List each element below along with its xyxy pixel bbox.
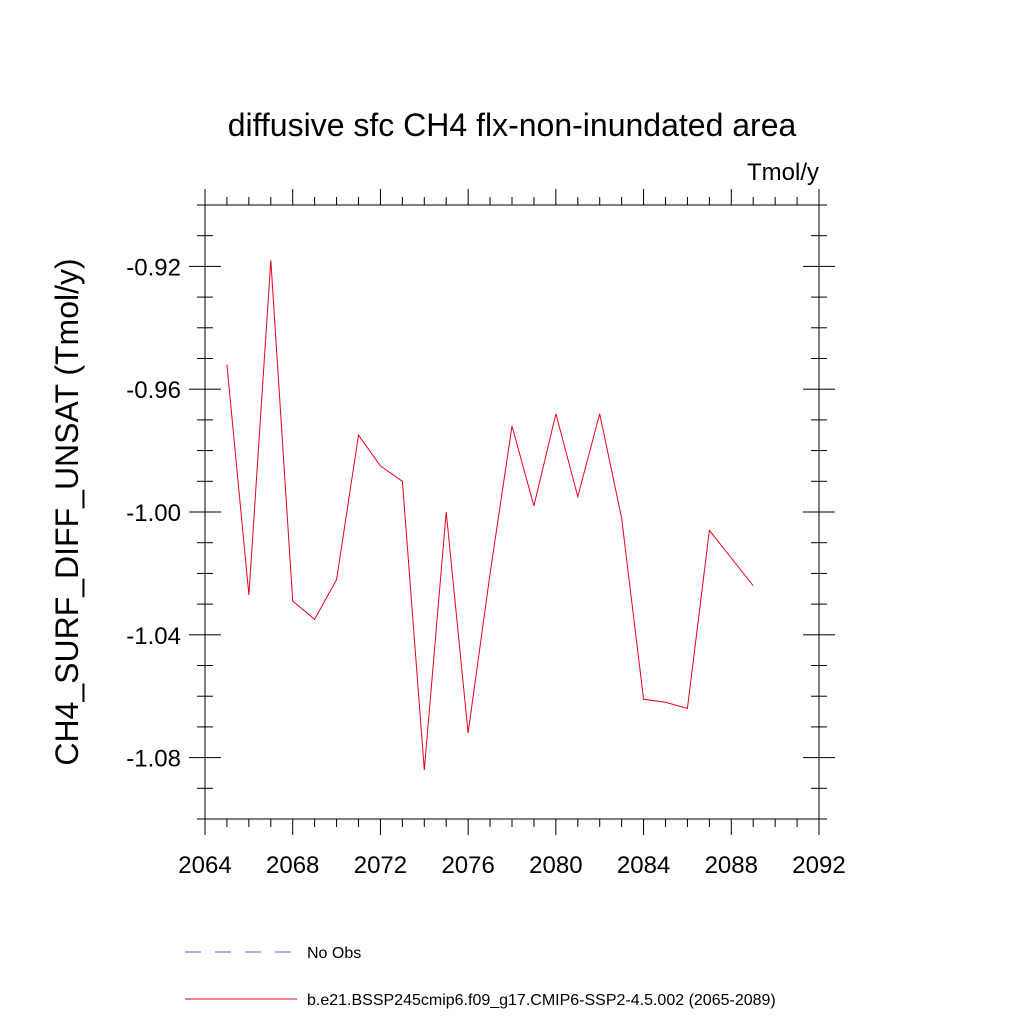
y-tick-labels: -0.92 -0.96 -1.00 -1.04 -1.08 (126, 254, 181, 772)
x-tick-label: 2080 (529, 852, 582, 879)
plot-frame (204, 204, 820, 820)
y-tick-label: -0.96 (126, 377, 181, 404)
y-tick-label: -0.92 (126, 254, 181, 281)
x-tick-label: 2068 (266, 852, 319, 879)
units-label: Tmol/y (747, 159, 819, 186)
legend-label-model: b.e21.BSSP245cmip6.f09_g17.CMIP6-SSP2-4.… (307, 992, 776, 1009)
x-tick-label: 2088 (705, 852, 758, 879)
x-tick-label: 2076 (441, 852, 494, 879)
axis-ticks (189, 189, 835, 835)
x-tick-label: 2092 (792, 852, 845, 879)
x-tick-label: 2072 (354, 852, 407, 879)
series-lines (226, 260, 754, 770)
x-tick-labels: 2064 2068 2072 2076 2080 2084 2088 2092 (178, 852, 845, 879)
x-tick-label: 2064 (178, 852, 231, 879)
series-line-0 (226, 260, 754, 770)
y-tick-label: -1.08 (126, 746, 181, 773)
y-axis-label: CH4_SURF_DIFF_UNSAT (Tmol/y) (49, 258, 85, 765)
x-tick-label: 2084 (617, 852, 670, 879)
chart-title: diffusive sfc CH4 flx-non-inundated area (228, 107, 797, 143)
y-tick-label: -1.04 (126, 623, 181, 650)
legend: No Obs b.e21.BSSP245cmip6.f09_g17.CMIP6-… (185, 945, 776, 1009)
y-tick-label: -1.00 (126, 500, 181, 527)
legend-label-no-obs: No Obs (307, 945, 361, 962)
